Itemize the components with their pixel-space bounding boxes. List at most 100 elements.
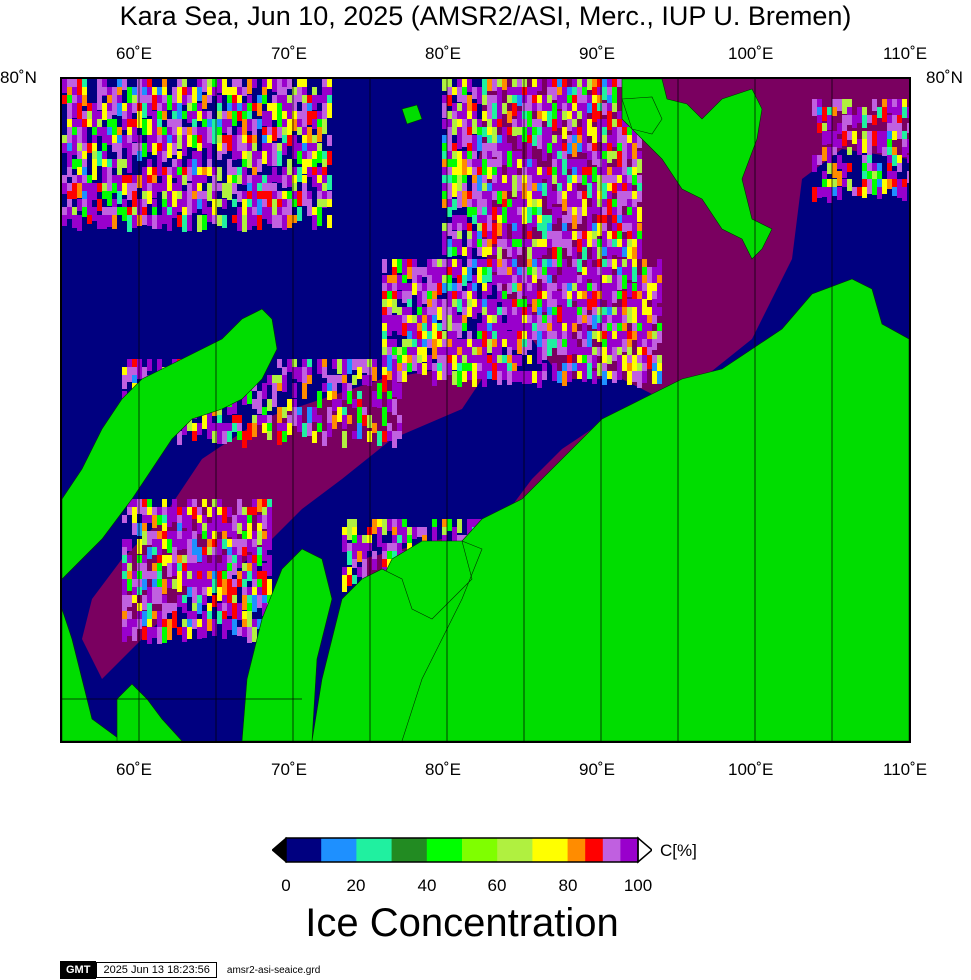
ice-cell-1580 (482, 299, 487, 310)
ice-cell-1899 (617, 371, 622, 380)
ice-cell-752 (467, 95, 472, 112)
ice-cell-610 (302, 175, 307, 183)
colorbar-bin-6 (497, 838, 533, 862)
ice-cell-879 (502, 175, 507, 187)
ice-cell-1667 (517, 315, 522, 331)
ice-cell-1569 (477, 331, 482, 339)
ice-cell-2803 (842, 179, 847, 187)
ice-cell-168 (127, 183, 132, 200)
ice-cell-244 (157, 183, 162, 192)
ice-cell-1073 (562, 159, 567, 175)
ice-cell-2540 (232, 595, 237, 607)
ice-cell-2175 (287, 415, 292, 427)
ice-cell-2641 (352, 519, 357, 531)
ice-cell-218 (147, 183, 152, 196)
ice-cell-773 (472, 143, 477, 157)
ice-cell-2532 (232, 523, 237, 535)
ice-cell-1649 (512, 267, 517, 275)
ice-cell-1554 (472, 259, 477, 268)
ice-cell-2776 (822, 179, 827, 190)
ice-cell-895 (507, 183, 512, 191)
ice-cell-1 (62, 95, 67, 104)
ice-cell-2306 (132, 595, 137, 603)
ice-cell-1368 (392, 323, 397, 331)
ice-cell-1075 (562, 191, 567, 201)
ice-cell-106 (102, 183, 107, 192)
ice-cell-1382 (397, 371, 402, 382)
ice-cell-559 (282, 199, 287, 208)
ice-cell-2818 (857, 187, 862, 196)
ice-cell-1214 (602, 231, 607, 243)
ice-cell-838 (492, 79, 497, 91)
ice-cell-2718 (442, 519, 447, 529)
ice-cell-2573 (247, 563, 252, 573)
ice-cell-2493 (212, 571, 217, 583)
ice-cell-1585 (482, 347, 487, 355)
ice-cell-1454 (432, 275, 437, 288)
ice-cell-1743 (552, 291, 557, 302)
ice-cell-2514 (222, 579, 227, 595)
ice-cell-2004 (132, 359, 137, 373)
ice-cell-492 (257, 159, 262, 172)
ice-cell-335 (192, 183, 197, 192)
ice-cell-46 (77, 167, 82, 178)
ice-cell-2256 (377, 399, 382, 408)
ice-cell-2865 (892, 107, 897, 118)
ice-cell-307 (182, 143, 187, 156)
ice-cell-2591 (252, 619, 257, 630)
ice-cell-1861 (602, 347, 607, 364)
ice-cell-953 (527, 95, 532, 105)
ice-cell-465 (247, 119, 252, 131)
ice-cell-275 (172, 111, 177, 120)
ice-cell-2593 (257, 499, 262, 512)
ice-cell-991 (537, 111, 542, 121)
ice-cell-1865 (607, 267, 612, 276)
ice-cell-1858 (602, 323, 607, 338)
ice-cell-321 (187, 167, 192, 181)
ice-cell-2533 (232, 531, 237, 543)
ice-cell-1149 (587, 79, 592, 90)
ice-cell-623 (307, 207, 312, 215)
ice-cell-504 (262, 135, 267, 147)
ice-cell-580 (292, 135, 297, 143)
ice-cell-2587 (252, 571, 257, 585)
ice-cell-299 (177, 199, 182, 212)
ice-cell-2556 (242, 531, 247, 541)
ice-cell-1200 (602, 119, 607, 130)
ice-cell-1044 (552, 175, 557, 184)
ice-cell-1092 (567, 199, 572, 211)
ice-cell-547 (277, 215, 282, 228)
ice-cell-412 (227, 111, 232, 123)
ice-cell-2436 (192, 499, 197, 510)
ice-cell-471 (247, 191, 252, 200)
ice-cell-1397 (407, 267, 412, 279)
ice-cell-1702 (532, 331, 537, 340)
ice-cell-73 (87, 199, 92, 215)
ice-cell-1164 (592, 95, 597, 108)
ice-cell-2560 (242, 571, 247, 580)
ice-cell-1815 (582, 331, 587, 344)
ice-cell-1333 (637, 231, 642, 242)
ice-cell-508 (262, 183, 267, 191)
ice-cell-2449 (197, 515, 202, 523)
ice-cell-1142 (582, 167, 587, 178)
ice-cell-781 (472, 207, 477, 220)
ice-cell-329 (192, 119, 197, 129)
ice-cell-2535 (232, 547, 237, 559)
ice-cell-2431 (187, 579, 192, 587)
ice-cell-944 (522, 159, 527, 171)
ice-cell-1738 (547, 331, 552, 344)
ice-cell-2397 (172, 579, 177, 589)
ice-cell-1416 (412, 347, 417, 355)
ice-cell-372 (207, 159, 212, 168)
ice-cell-1013 (542, 215, 547, 228)
ice-cell-576 (292, 95, 297, 108)
ice-cell-385 (212, 199, 217, 211)
ice-cell-250 (162, 111, 167, 120)
ice-cell-79 (92, 135, 97, 150)
ice-cell-1190 (597, 191, 602, 206)
ice-cell-1538 (462, 347, 467, 357)
ice-cell-2744 (467, 519, 472, 536)
ice-cell-2399 (172, 611, 177, 628)
ice-cell-1880 (612, 291, 617, 303)
